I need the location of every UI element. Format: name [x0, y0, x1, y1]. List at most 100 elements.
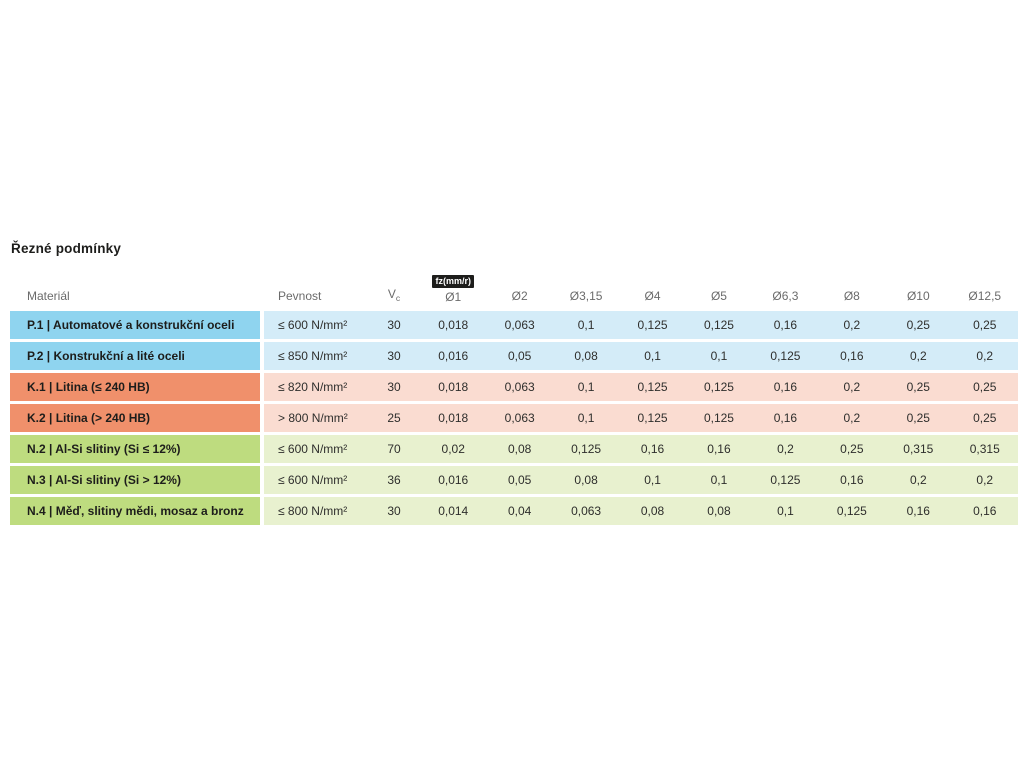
column-header-d7: Ø8	[819, 273, 885, 308]
column-header-d4: Ø4	[619, 273, 685, 308]
diameter-label: Ø6,3	[772, 289, 799, 303]
fz-value-cell: 0,16	[752, 311, 819, 339]
fz-value-cell: 0,05	[486, 466, 553, 494]
material-cell: N.2 | Al-Si slitiny (Si ≤ 12%)	[10, 435, 264, 463]
fz-value-cell: 0,315	[951, 435, 1018, 463]
column-header-vc: Vc	[387, 287, 401, 303]
fz-value-cell: 0,08	[619, 497, 686, 525]
table-row: P.2 | Konstrukční a lité oceli ≤ 850 N/m…	[10, 342, 1018, 370]
fz-value-cell: 0,125	[685, 404, 753, 432]
pevnost-cell: ≤ 600 N/mm²	[264, 466, 368, 494]
vc-cell: 36	[368, 466, 420, 494]
pevnost-cell: ≤ 800 N/mm²	[264, 497, 368, 525]
material-cell: P.1 | Automatové a konstrukční oceli	[10, 311, 264, 339]
vc-cell: 30	[368, 311, 420, 339]
fz-value-cell: 0,08	[486, 435, 553, 463]
fz-value-cell: 0,16	[818, 466, 886, 494]
vc-cell: 30	[368, 342, 420, 370]
fz-value-cell: 0,063	[552, 497, 620, 525]
pevnost-cell: ≤ 850 N/mm²	[264, 342, 368, 370]
fz-value-cell: 0,018	[420, 373, 487, 401]
fz-value-cell: 0,125	[619, 373, 686, 401]
material-cell: N.3 | Al-Si slitiny (Si > 12%)	[10, 466, 264, 494]
table-row: K.2 | Litina (> 240 HB) > 800 N/mm² 25 0…	[10, 404, 1018, 432]
fz-value-cell: 0,2	[951, 342, 1018, 370]
fz-value-cell: 0,125	[685, 311, 753, 339]
column-header-d6: Ø6,3	[752, 273, 818, 308]
material-cell: P.2 | Konstrukční a lité oceli	[10, 342, 264, 370]
fz-value-cell: 0,05	[486, 342, 553, 370]
fz-value-cell: 0,063	[486, 404, 553, 432]
diameter-label: Ø10	[906, 289, 930, 303]
fz-value-cell: 0,125	[752, 466, 819, 494]
material-cell: N.4 | Měď, slitiny mědi, mosaz a bronz	[10, 497, 264, 525]
diameter-label: Ø5	[710, 289, 727, 303]
table-row: P.1 | Automatové a konstrukční oceli ≤ 6…	[10, 311, 1018, 339]
fz-value-cell: 0,25	[951, 311, 1018, 339]
fz-value-cell: 0,16	[818, 342, 886, 370]
fz-value-cell: 0,125	[818, 497, 886, 525]
fz-value-cell: 0,125	[685, 373, 753, 401]
fz-value-cell: 0,25	[951, 404, 1018, 432]
fz-value-cell: 0,1	[752, 497, 819, 525]
fz-value-cell: 0,018	[420, 404, 487, 432]
fz-value-cell: 0,2	[885, 342, 952, 370]
fz-value-cell: 0,1	[685, 466, 753, 494]
diameter-label: Ø8	[843, 289, 860, 303]
fz-value-cell: 0,25	[818, 435, 886, 463]
column-header-d1: fz(mm/r) Ø1	[420, 273, 486, 308]
fz-value-cell: 0,08	[685, 497, 753, 525]
fz-value-cell: 0,25	[885, 311, 952, 339]
fz-value-cell: 0,16	[685, 435, 753, 463]
fz-value-cell: 0,25	[885, 373, 952, 401]
pevnost-cell: ≤ 600 N/mm²	[264, 435, 368, 463]
fz-value-cell: 0,2	[818, 311, 886, 339]
fz-value-cell: 0,16	[951, 497, 1018, 525]
column-header-d9: Ø12,5	[952, 273, 1019, 308]
pevnost-cell: > 800 N/mm²	[264, 404, 368, 432]
fz-value-cell: 0,2	[951, 466, 1018, 494]
fz-value-cell: 0,2	[818, 373, 886, 401]
fz-value-cell: 0,1	[552, 311, 620, 339]
fz-value-cell: 0,08	[552, 342, 620, 370]
diameter-label: Ø4	[644, 289, 661, 303]
table-row: N.2 | Al-Si slitiny (Si ≤ 12%) ≤ 600 N/m…	[10, 435, 1018, 463]
table-row: N.3 | Al-Si slitiny (Si > 12%) ≤ 600 N/m…	[10, 466, 1018, 494]
table-header-row: Materiál Pevnost Vc fz(mm/r) Ø1 Ø2 Ø3,15…	[10, 273, 1018, 308]
vc-subscript: c	[395, 293, 401, 303]
column-header-d8: Ø10	[885, 273, 951, 308]
fz-value-cell: 0,063	[486, 311, 553, 339]
pevnost-cell: ≤ 820 N/mm²	[264, 373, 368, 401]
vc-cell: 25	[368, 404, 420, 432]
fz-unit-badge: fz(mm/r)	[432, 275, 474, 288]
material-cell: K.1 | Litina (≤ 240 HB)	[10, 373, 264, 401]
fz-value-cell: 0,125	[619, 404, 686, 432]
pevnost-cell: ≤ 600 N/mm²	[264, 311, 368, 339]
fz-value-cell: 0,016	[420, 342, 487, 370]
column-header-d5: Ø5	[686, 273, 752, 308]
table-row: N.4 | Měď, slitiny mědi, mosaz a bronz ≤…	[10, 497, 1018, 525]
fz-value-cell: 0,125	[552, 435, 620, 463]
fz-value-cell: 0,315	[885, 435, 952, 463]
fz-value-cell: 0,04	[486, 497, 553, 525]
table-body: P.1 | Automatové a konstrukční oceli ≤ 6…	[10, 311, 1018, 525]
table-row: K.1 | Litina (≤ 240 HB) ≤ 820 N/mm² 30 0…	[10, 373, 1018, 401]
vc-cell: 30	[368, 373, 420, 401]
fz-value-cell: 0,25	[885, 404, 952, 432]
column-header-d2: Ø2	[486, 273, 552, 308]
fz-value-cell: 0,2	[752, 435, 819, 463]
fz-value-cell: 0,2	[885, 466, 952, 494]
column-header-pevnost: Pevnost	[278, 289, 322, 303]
fz-value-cell: 0,16	[752, 404, 819, 432]
fz-value-cell: 0,1	[619, 466, 686, 494]
fz-value-cell: 0,08	[552, 466, 620, 494]
column-header-material: Materiál	[27, 289, 70, 303]
vc-cell: 70	[368, 435, 420, 463]
diameter-label: Ø1	[445, 290, 462, 304]
column-header-d3: Ø3,15	[553, 273, 619, 308]
diameter-label: Ø12,5	[968, 289, 1002, 303]
cutting-conditions-table: Materiál Pevnost Vc fz(mm/r) Ø1 Ø2 Ø3,15…	[10, 270, 1018, 528]
fz-value-cell: 0,1	[552, 404, 620, 432]
fz-value-cell: 0,02	[420, 435, 487, 463]
fz-value-cell: 0,018	[420, 311, 487, 339]
